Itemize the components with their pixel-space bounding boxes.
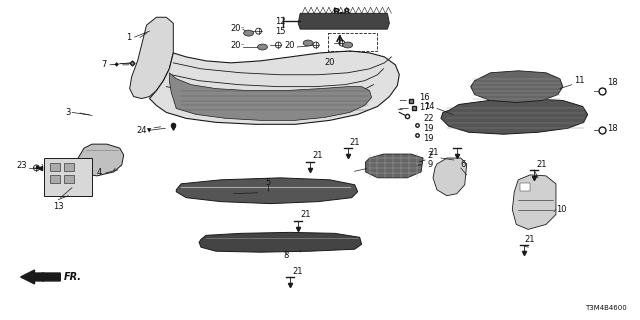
Polygon shape	[433, 158, 467, 196]
Polygon shape	[298, 13, 389, 29]
Text: 8: 8	[284, 251, 289, 260]
Text: 1: 1	[126, 33, 132, 42]
Text: 18: 18	[607, 124, 618, 133]
Text: 14: 14	[424, 102, 435, 111]
Text: 20: 20	[230, 24, 241, 33]
Text: 23: 23	[16, 162, 27, 171]
Text: 9: 9	[427, 160, 432, 170]
Text: ‒◆: ‒◆	[112, 62, 120, 67]
Text: 15: 15	[275, 27, 285, 36]
Text: 21: 21	[292, 267, 303, 276]
Text: 4: 4	[97, 168, 102, 177]
Text: 21: 21	[536, 160, 547, 170]
Polygon shape	[170, 73, 372, 120]
Text: ‒: ‒	[241, 26, 244, 31]
Ellipse shape	[303, 40, 313, 46]
Polygon shape	[199, 232, 362, 252]
Polygon shape	[176, 178, 358, 204]
Text: 20: 20	[324, 58, 335, 67]
Text: 2: 2	[427, 150, 432, 160]
Polygon shape	[512, 175, 556, 229]
Text: 21: 21	[428, 148, 439, 156]
Text: 21: 21	[524, 235, 534, 244]
Polygon shape	[77, 144, 124, 176]
Text: 24: 24	[136, 126, 147, 135]
Polygon shape	[150, 51, 399, 124]
Text: 3: 3	[65, 108, 70, 117]
Text: ▼: ▼	[147, 129, 152, 134]
Text: 12: 12	[275, 17, 285, 26]
Text: 19: 19	[423, 124, 433, 133]
Polygon shape	[130, 17, 173, 99]
Text: 5: 5	[266, 178, 271, 187]
Polygon shape	[441, 99, 588, 134]
Text: 18: 18	[607, 78, 618, 87]
Text: 11: 11	[574, 76, 584, 85]
Text: 7: 7	[102, 60, 107, 69]
Text: 6: 6	[461, 160, 466, 170]
Polygon shape	[470, 71, 563, 102]
Ellipse shape	[257, 44, 268, 50]
Text: 21: 21	[300, 210, 310, 219]
Text: ‒: ‒	[241, 43, 244, 47]
Polygon shape	[365, 154, 423, 178]
Text: 21: 21	[312, 150, 323, 160]
Text: 20: 20	[230, 41, 241, 50]
Text: 20: 20	[285, 41, 295, 50]
Text: 13: 13	[53, 202, 63, 211]
Bar	[51, 163, 60, 171]
Bar	[44, 158, 92, 196]
Bar	[64, 175, 74, 183]
Bar	[328, 33, 378, 51]
FancyArrow shape	[20, 270, 60, 284]
Bar	[520, 183, 530, 191]
Text: T3M4B4600: T3M4B4600	[586, 305, 627, 311]
Ellipse shape	[343, 42, 353, 48]
Bar	[51, 175, 60, 183]
Ellipse shape	[244, 30, 253, 36]
Text: FR.: FR.	[64, 272, 82, 282]
Text: 22: 22	[423, 114, 433, 123]
Text: 20: 20	[334, 13, 345, 22]
Bar	[64, 163, 74, 171]
Text: 10: 10	[556, 205, 566, 214]
Text: 19: 19	[423, 134, 433, 143]
Text: 16: 16	[419, 93, 429, 102]
Text: B-8: B-8	[332, 8, 350, 18]
Text: 21: 21	[349, 138, 360, 147]
Text: B-8-1: B-8-1	[332, 18, 361, 28]
Text: 17: 17	[419, 103, 429, 112]
Text: ‒◆: ‒◆	[33, 165, 40, 171]
